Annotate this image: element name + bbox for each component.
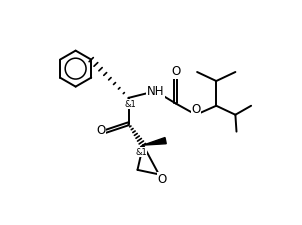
Text: O: O — [96, 124, 105, 137]
Text: &1: &1 — [125, 100, 137, 109]
Text: O: O — [191, 103, 201, 116]
Text: O: O — [171, 65, 180, 78]
Text: &1: &1 — [135, 148, 147, 157]
Text: O: O — [157, 173, 167, 186]
Polygon shape — [143, 137, 166, 145]
Text: NH: NH — [147, 85, 164, 98]
